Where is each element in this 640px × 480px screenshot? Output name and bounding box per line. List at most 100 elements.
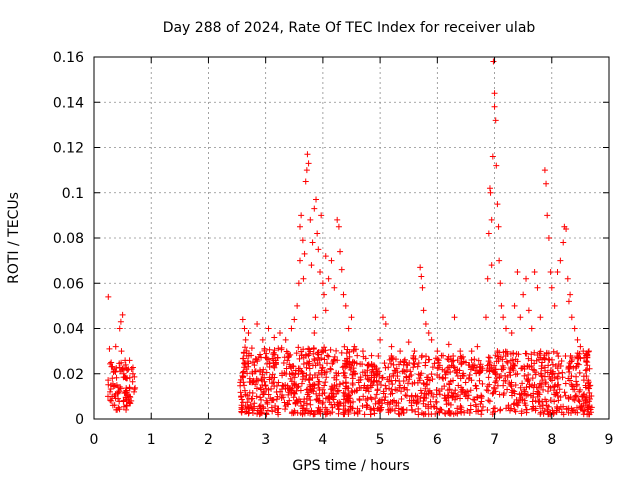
data-point (282, 406, 289, 413)
data-point (574, 381, 581, 388)
data-point (551, 383, 558, 390)
data-point (562, 380, 569, 387)
data-point (554, 268, 561, 275)
data-point (430, 393, 437, 400)
data-point (470, 365, 477, 372)
data-point (407, 368, 414, 375)
data-point (446, 380, 453, 387)
data-point (126, 384, 133, 391)
data-point (477, 400, 484, 407)
data-point (120, 398, 127, 405)
data-point (488, 262, 495, 269)
data-point (464, 407, 471, 414)
data-point (499, 366, 506, 373)
data-point (342, 385, 349, 392)
data-point (288, 387, 295, 394)
data-point (508, 330, 515, 337)
data-point (348, 314, 355, 321)
data-point (112, 343, 119, 350)
data-point (285, 391, 292, 398)
data-point (562, 353, 569, 360)
data-point (266, 376, 273, 383)
data-point (555, 353, 562, 360)
data-point (260, 389, 267, 396)
x-tick-labels: 0 1 2 3 4 5 6 7 8 9 (90, 432, 614, 448)
data-point (549, 361, 556, 368)
data-point (379, 374, 386, 381)
data-point (330, 393, 337, 400)
data-point (471, 356, 478, 363)
data-point (460, 370, 467, 377)
data-point (574, 336, 581, 343)
data-point (327, 365, 334, 372)
x-tick-label: 5 (376, 432, 385, 448)
data-point (113, 374, 120, 381)
data-point (565, 405, 572, 412)
data-point (405, 339, 412, 346)
data-point (273, 396, 280, 403)
data-point (539, 377, 546, 384)
data-point (300, 407, 307, 414)
data-point (338, 349, 345, 356)
data-point (529, 406, 536, 413)
data-point (374, 381, 381, 388)
data-point (249, 407, 256, 414)
data-point (374, 371, 381, 378)
data-point (124, 366, 131, 373)
data-point (569, 356, 576, 363)
data-point (567, 363, 574, 370)
data-point (535, 389, 542, 396)
data-point (442, 371, 449, 378)
data-point (389, 356, 396, 363)
data-point (583, 373, 590, 380)
data-point (350, 398, 357, 405)
data-point (384, 399, 391, 406)
data-point (500, 314, 507, 321)
data-point (521, 372, 528, 379)
data-point (310, 345, 317, 352)
data-point (125, 366, 132, 373)
data-point (121, 390, 128, 397)
data-point (502, 372, 509, 379)
data-point (511, 400, 518, 407)
data-point (306, 365, 313, 372)
data-point (328, 401, 335, 408)
data-point (373, 377, 380, 384)
x-tick-label: 2 (204, 432, 213, 448)
data-point (428, 336, 435, 343)
data-point (322, 307, 329, 314)
data-point (560, 239, 567, 246)
data-point (318, 212, 325, 219)
x-axis-title: GPS time / hours (292, 458, 409, 474)
data-point (337, 248, 344, 255)
data-point (574, 360, 581, 367)
data-point (573, 373, 580, 380)
data-point (451, 314, 458, 321)
data-point (127, 394, 134, 401)
data-point (251, 368, 258, 375)
data-point (368, 406, 375, 413)
data-point (413, 400, 420, 407)
data-point (278, 386, 285, 393)
data-point (415, 411, 422, 418)
data-point (323, 374, 330, 381)
data-point (417, 395, 424, 402)
data-point (373, 391, 380, 398)
data-point (551, 409, 558, 416)
data-point (514, 370, 521, 377)
y-tick-label: 0.16 (53, 50, 84, 66)
data-point (550, 348, 557, 355)
data-point (460, 372, 467, 379)
data-point (341, 343, 348, 350)
data-point (344, 346, 351, 353)
data-point (485, 354, 492, 361)
data-point (291, 390, 298, 397)
data-point (433, 387, 440, 394)
data-point (382, 320, 389, 327)
data-point (422, 385, 429, 392)
data-point (246, 389, 253, 396)
data-point (283, 365, 290, 372)
data-point (541, 167, 548, 174)
data-point (118, 359, 125, 366)
data-point (311, 357, 318, 364)
